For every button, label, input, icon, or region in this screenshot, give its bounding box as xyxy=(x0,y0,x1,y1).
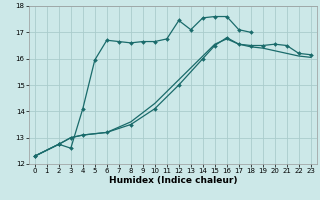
X-axis label: Humidex (Indice chaleur): Humidex (Indice chaleur) xyxy=(108,176,237,185)
